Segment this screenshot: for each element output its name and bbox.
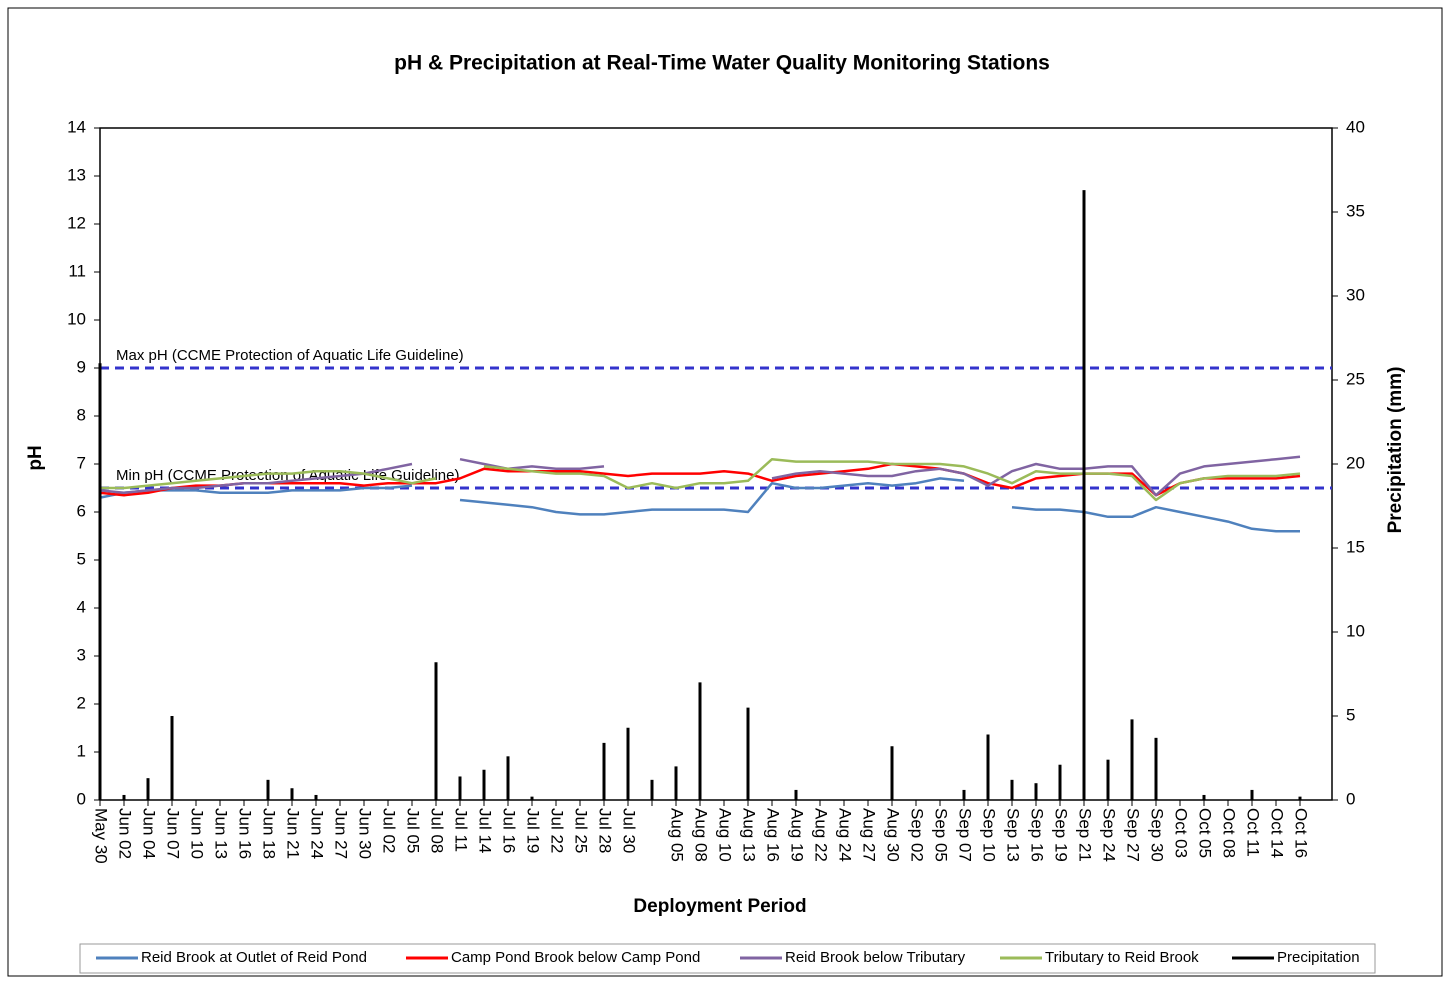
plot-area — [99, 127, 1333, 801]
y2-tick-label: 15 — [1346, 537, 1365, 556]
x-tick-label: Jun 13 — [212, 808, 231, 859]
y-tick-label: 4 — [77, 597, 86, 616]
x-tick-label: Jul 22 — [548, 808, 567, 853]
y-tick-label: 5 — [77, 549, 86, 568]
x-tick-label: Oct 16 — [1292, 808, 1311, 858]
x-tick-label: Jul 05 — [404, 808, 423, 853]
x-tick-label: Aug 16 — [764, 808, 783, 862]
x-tick-label: Jun 30 — [356, 808, 375, 859]
y-tick-label: 7 — [77, 453, 86, 472]
x-tick-label: Jun 18 — [260, 808, 279, 859]
y2-tick-label: 10 — [1346, 621, 1365, 640]
chart-title: pH & Precipitation at Real-Time Water Qu… — [394, 52, 1050, 75]
y2-tick-label: 35 — [1346, 201, 1365, 220]
y-axis-title: pH — [25, 445, 46, 470]
x-tick-label: Jun 07 — [164, 808, 183, 859]
y-tick-label: 3 — [77, 645, 86, 664]
x-tick-label: Oct 14 — [1268, 808, 1287, 858]
x-tick-label: Aug 08 — [692, 808, 711, 862]
x-tick-label: Jul 28 — [596, 808, 615, 853]
x-tick-label: Aug 24 — [836, 808, 855, 862]
x-tick-label: Sep 19 — [1052, 808, 1071, 862]
y2-tick-label: 30 — [1346, 285, 1365, 304]
x-tick-label: Jul 08 — [428, 808, 447, 853]
x-tick-label: Jun 16 — [236, 808, 255, 859]
x-tick-label: Oct 05 — [1196, 808, 1215, 858]
x-tick-label: Sep 10 — [980, 808, 999, 862]
x-tick-label: Jul 14 — [476, 808, 495, 853]
x-tick-label: Jun 27 — [332, 808, 351, 859]
x-tick-label: Sep 24 — [1100, 808, 1119, 862]
x-tick-label: Oct 11 — [1244, 808, 1263, 857]
x-tick-label: Aug 30 — [884, 808, 903, 862]
x-tick-label: Sep 16 — [1028, 808, 1047, 862]
x-tick-label: May 30 — [92, 808, 111, 864]
legend-label: Precipitation — [1277, 949, 1360, 966]
y-tick-label: 2 — [77, 693, 86, 712]
x-tick-label: Jul 16 — [500, 808, 519, 853]
x-tick-label: Jun 04 — [140, 808, 159, 859]
reference-label: Max pH (CCME Protection of Aquatic Life … — [116, 347, 464, 364]
x-tick-label: Jun 10 — [188, 808, 207, 859]
legend-label: Reid Brook below Tributary — [785, 949, 966, 966]
y-tick-label: 11 — [68, 261, 86, 280]
x-tick-label: Jul 30 — [620, 808, 639, 853]
x-axis-title: Deployment Period — [633, 896, 806, 917]
legend-label: Camp Pond Brook below Camp Pond — [451, 949, 700, 966]
y-tick-label: 0 — [77, 789, 86, 808]
y2-tick-label: 40 — [1346, 117, 1365, 136]
x-tick-label: Aug 10 — [716, 808, 735, 862]
x-tick-label: Sep 13 — [1004, 808, 1023, 862]
y-tick-label: 6 — [77, 501, 86, 520]
x-tick-label: Aug 13 — [740, 808, 759, 862]
y2-axis-title: Precipitation (mm) — [1385, 367, 1406, 534]
x-tick-label: Jul 02 — [380, 808, 399, 853]
chart-frame — [7, 7, 1443, 977]
series-line — [99, 477, 1300, 533]
x-tick-label: Jun 24 — [308, 808, 327, 859]
x-tick-label: Jul 11 — [452, 808, 471, 852]
series-line — [100, 457, 1301, 502]
x-tick-label: Jun 02 — [116, 808, 135, 859]
x-tick-label: Sep 07 — [956, 808, 975, 862]
x-tick-label: Sep 02 — [908, 808, 927, 862]
y-tick-label: 14 — [67, 117, 86, 136]
x-tick-label: Jul 19 — [524, 808, 543, 853]
y-tick-label: 1 — [77, 741, 86, 760]
x-tick-label: Jul 25 — [572, 808, 591, 853]
x-tick-label: Sep 30 — [1148, 808, 1167, 862]
legend — [79, 943, 1376, 974]
x-tick-label: Jun 21 — [284, 808, 303, 859]
x-tick-label: Aug 22 — [812, 808, 831, 862]
x-tick-label: Aug 27 — [860, 808, 879, 862]
y2-tick-label: 0 — [1346, 789, 1355, 808]
legend-label: Reid Brook at Outlet of Reid Pond — [141, 949, 367, 966]
y2-tick-label: 20 — [1346, 453, 1365, 472]
x-tick-label: Oct 03 — [1172, 808, 1191, 858]
x-tick-label: Sep 27 — [1124, 808, 1143, 862]
y-tick-label: 8 — [77, 405, 86, 424]
y2-tick-label: 5 — [1346, 705, 1355, 724]
x-tick-label: Aug 19 — [788, 808, 807, 862]
x-tick-label: Sep 05 — [932, 808, 951, 862]
y-tick-label: 13 — [67, 165, 86, 184]
x-tick-label: Oct 08 — [1220, 808, 1239, 858]
y-tick-label: 10 — [67, 309, 86, 328]
x-tick-label: Sep 21 — [1076, 808, 1095, 862]
y-tick-label: 12 — [67, 213, 86, 232]
legend-label: Tributary to Reid Brook — [1045, 949, 1199, 966]
y-tick-label: 9 — [77, 357, 86, 376]
y2-tick-label: 25 — [1346, 369, 1365, 388]
x-tick-label: Aug 05 — [668, 808, 687, 862]
